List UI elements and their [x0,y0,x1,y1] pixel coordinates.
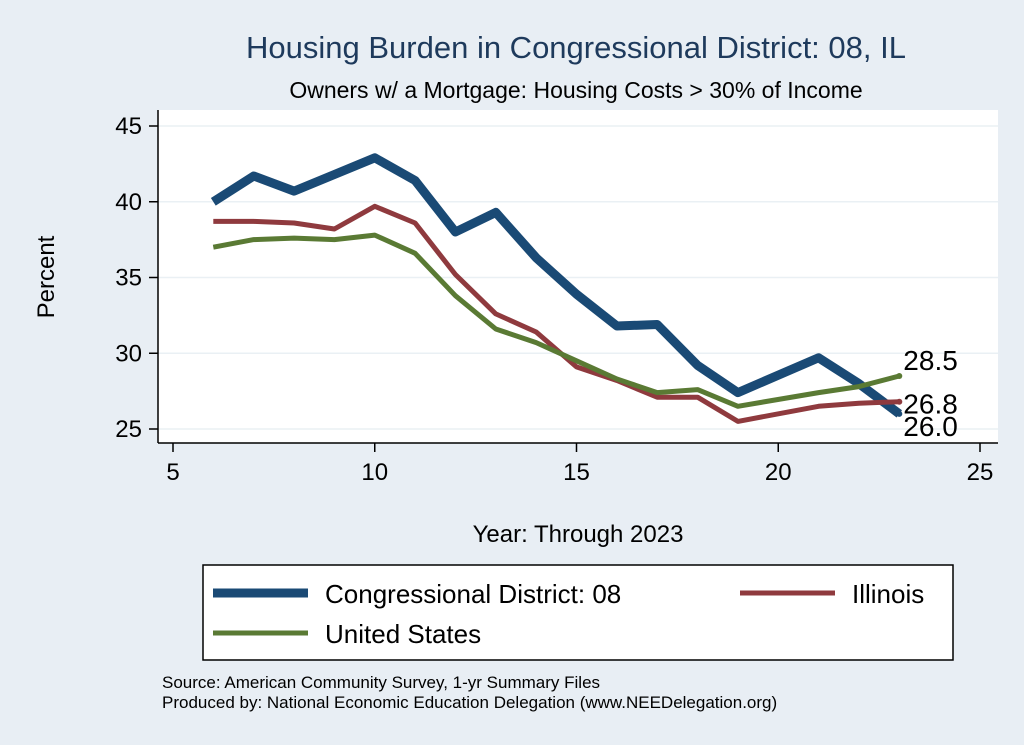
y-tick-label: 35 [115,265,142,292]
grid-lines [158,125,998,430]
y-tick-label: 40 [115,189,142,216]
legend-label: United States [325,619,481,649]
axes: 25 30 35 40 45 5 10 15 20 25 [115,110,998,486]
source-note: Source: American Community Survey, 1-yr … [162,673,600,692]
series-lines [210,153,902,424]
end-labels: 26.026.8 28.5 [896,345,958,442]
series-end-label: 28.5 [903,345,958,376]
y-tick-label: 30 [115,340,142,367]
legend: Congressional District: 08 Illinois United… [213,579,924,649]
y-axis-title: Percent [33,235,60,318]
x-tick-label: 5 [166,459,179,486]
legend-box [202,564,954,661]
series-line-2 [212,232,900,409]
y-tick-label: 25 [115,416,142,443]
series-end-label: 26.8 [903,389,958,420]
legend-label: Illinois [852,579,924,609]
x-tick-label: 10 [361,459,388,486]
x-axis-title: Year: Through 2023 [473,521,684,548]
series-line-0 [210,153,902,418]
series-line-1 [213,203,900,424]
y-tick-label: 45 [115,113,142,140]
series-end-point [896,372,903,379]
series-end-label: 26.0 [903,411,958,442]
x-tick-label: 15 [563,459,590,486]
chart-subtitle: Owners w/ a Mortgage: Housing Costs > 30… [289,77,862,103]
series-end-point [896,410,903,417]
series-end-point [896,398,903,405]
legend-label: Congressional District: 08 [325,579,621,609]
producer-note: Produced by: National Economic Education… [162,693,777,712]
x-tick-label: 20 [765,459,792,486]
x-tick-label: 25 [967,459,994,486]
chart-title: Housing Burden in Congressional District… [246,30,906,65]
